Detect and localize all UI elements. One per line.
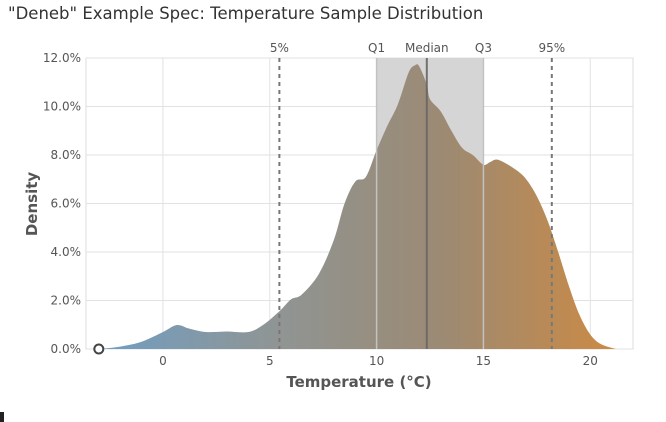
corner-mark [0,412,4,422]
reference-label: Median [405,41,449,55]
y-axis-title: Density [23,172,41,237]
y-tick-label: 12.0% [43,51,81,65]
x-tick-label: 15 [476,354,491,368]
y-tick-label: 0.0% [51,342,82,356]
y-tick-label: 2.0% [51,294,82,308]
y-tick-label: 10.0% [43,100,81,114]
x-tick-label: 0 [159,354,167,368]
x-tick-label: 5 [266,354,274,368]
y-tick-label: 8.0% [51,148,82,162]
reference-label: Q3 [475,41,492,55]
reference-label: Q1 [368,41,385,55]
reference-label: 95% [538,41,565,55]
chart-title: "Deneb" Example Spec: Temperature Sample… [8,4,484,23]
x-tick-label: 10 [369,354,384,368]
x-tick-label: 20 [583,354,598,368]
x-axis-title: Temperature (°C) [286,373,431,391]
y-tick-label: 4.0% [51,245,82,259]
density-area [98,64,616,349]
y-tick-label: 6.0% [51,197,82,211]
outlier-point [93,343,105,355]
reference-label: 5% [270,41,289,55]
